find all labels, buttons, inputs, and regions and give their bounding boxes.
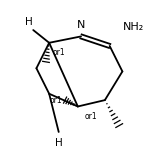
Text: N: N xyxy=(77,20,85,30)
Text: H: H xyxy=(55,138,63,148)
Text: NH₂: NH₂ xyxy=(122,22,144,32)
Text: H: H xyxy=(25,17,32,27)
Text: or1: or1 xyxy=(52,48,65,57)
Text: or1: or1 xyxy=(49,96,62,105)
Text: or1: or1 xyxy=(84,111,97,121)
